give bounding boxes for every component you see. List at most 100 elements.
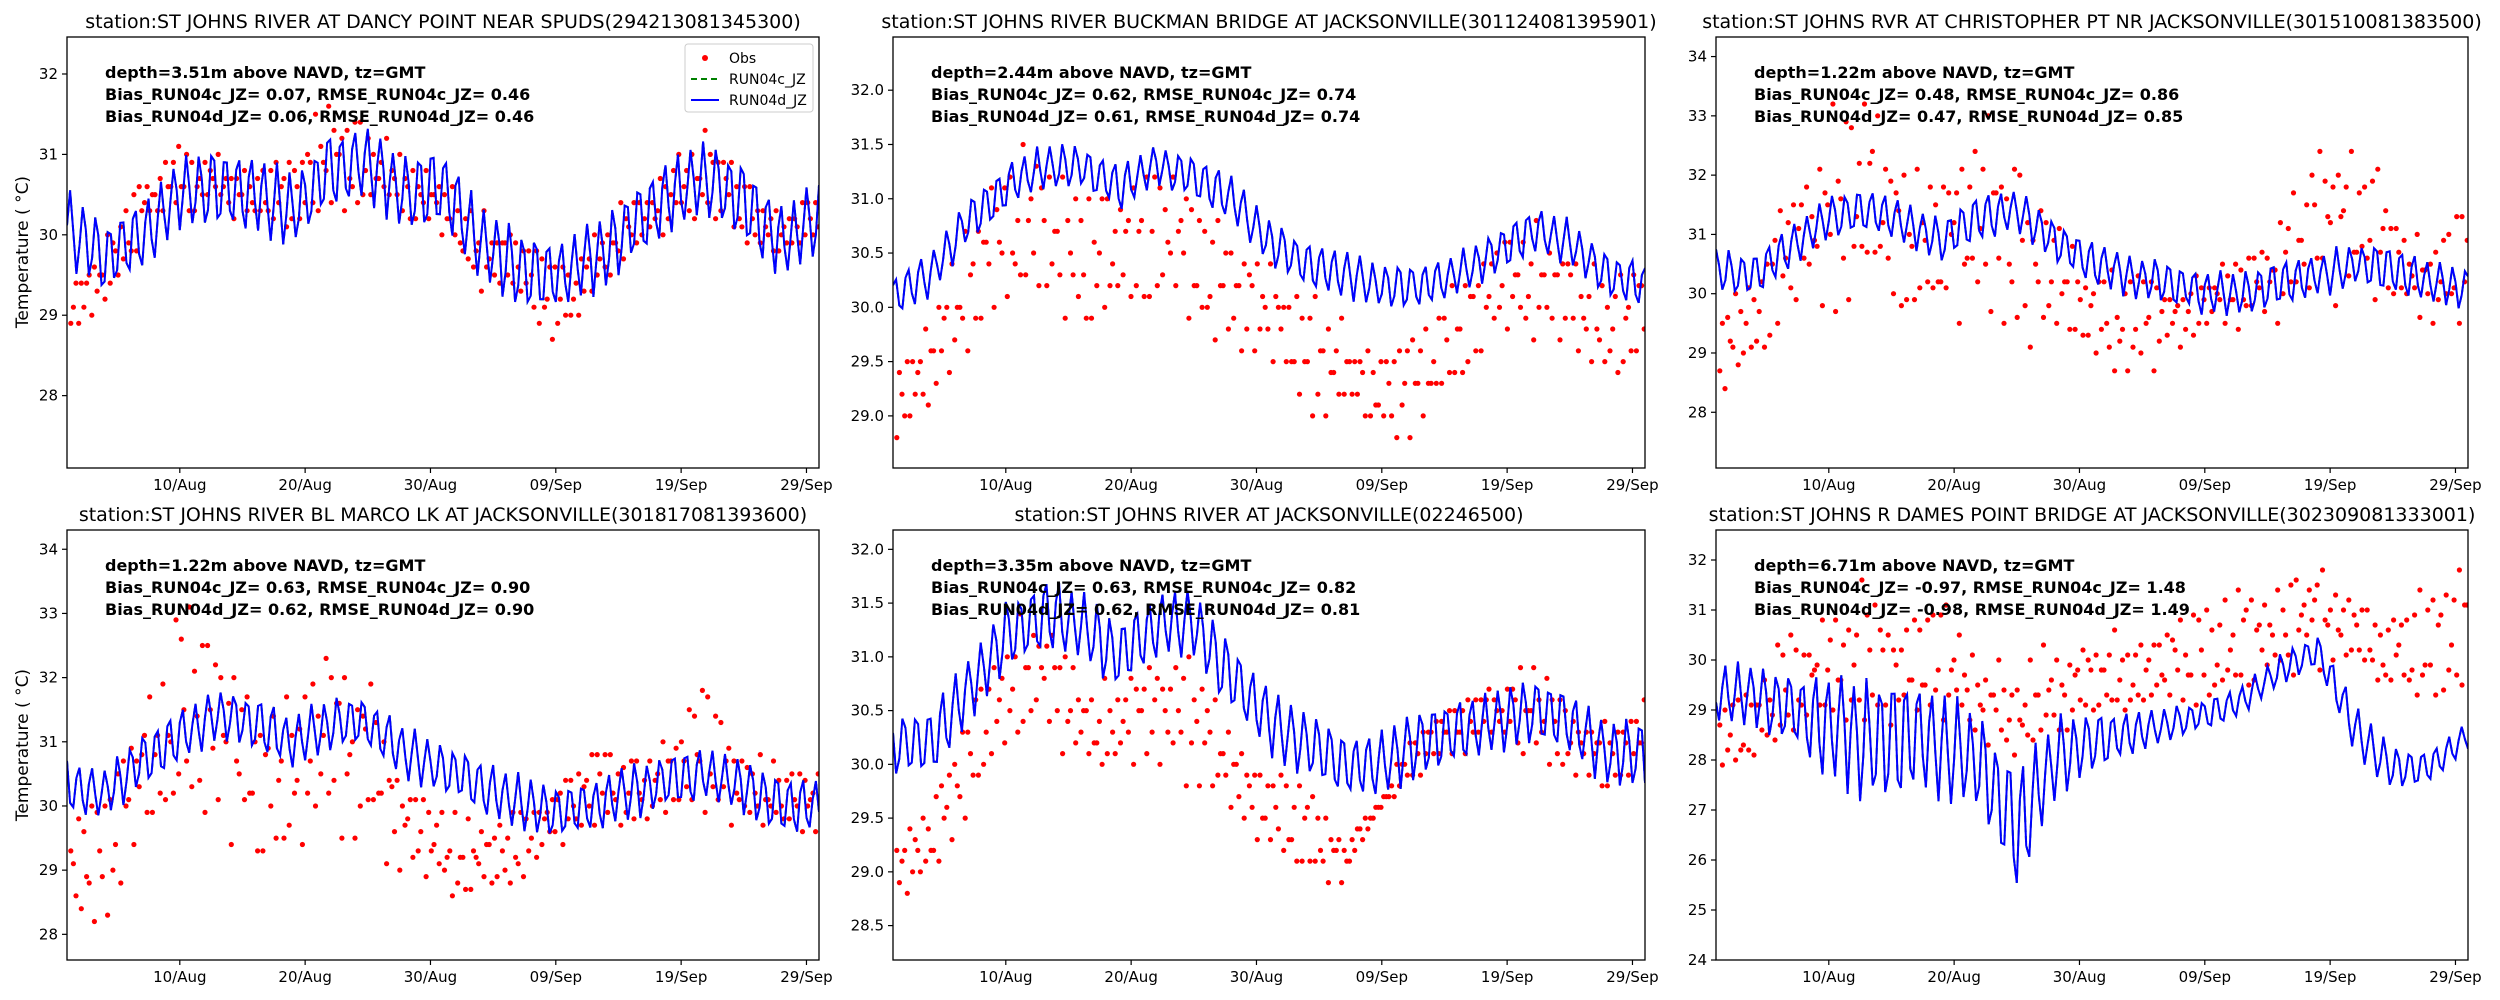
x-tick-label: 20/Aug bbox=[1927, 476, 1980, 494]
obs-point bbox=[718, 719, 724, 726]
obs-point bbox=[1725, 314, 1731, 320]
obs-point bbox=[1478, 697, 1484, 703]
obs-point bbox=[162, 159, 169, 165]
obs-point bbox=[1375, 402, 1381, 408]
obs-point bbox=[1904, 627, 1910, 633]
obs-point bbox=[2372, 622, 2378, 628]
obs-point bbox=[1215, 772, 1221, 778]
obs-point bbox=[1528, 261, 1534, 267]
obs-point bbox=[1065, 217, 1071, 224]
obs-point bbox=[1391, 794, 1397, 800]
obs-point bbox=[1402, 380, 1408, 386]
obs-point bbox=[2077, 697, 2083, 703]
obs-point bbox=[1735, 697, 1741, 703]
obs-point bbox=[1436, 315, 1442, 321]
obs-point bbox=[1586, 293, 1592, 300]
obs-point bbox=[1065, 718, 1071, 725]
obs-point bbox=[391, 829, 398, 835]
obs-point bbox=[1357, 826, 1363, 832]
obs-point bbox=[2406, 261, 2412, 267]
obs-point bbox=[2093, 350, 2099, 356]
obs-point bbox=[2083, 702, 2089, 708]
obs-point bbox=[81, 304, 87, 310]
obs-point bbox=[1173, 283, 1179, 289]
obs-point bbox=[349, 739, 355, 745]
obs-point bbox=[2117, 338, 2123, 344]
obs-point bbox=[2464, 602, 2468, 608]
obs-point bbox=[2075, 279, 2081, 285]
obs-point bbox=[2298, 237, 2304, 243]
obs-point bbox=[376, 175, 382, 182]
chart-panel-5: 10/Aug 20/Aug 30/Aug 09/Sep 19/Sep 29/Sep 28.5… bbox=[851, 504, 1659, 986]
obs-point bbox=[2356, 190, 2362, 196]
obs-point bbox=[915, 369, 921, 376]
obs-point bbox=[147, 694, 153, 700]
obs-point bbox=[1094, 283, 1100, 289]
obs-point bbox=[170, 159, 176, 165]
obs-point bbox=[2456, 320, 2462, 326]
obs-point bbox=[1138, 708, 1145, 714]
obs-point bbox=[1743, 320, 1749, 326]
obs-point bbox=[428, 848, 434, 854]
obs-point bbox=[81, 829, 87, 835]
obs-point bbox=[1389, 783, 1395, 789]
obs-point bbox=[126, 240, 132, 246]
obs-point bbox=[413, 797, 419, 803]
obs-point bbox=[481, 874, 487, 880]
y-tick-label: 29 bbox=[39, 306, 58, 324]
y-tick-label: 32 bbox=[1688, 551, 1707, 569]
obs-point bbox=[726, 745, 732, 751]
obs-point bbox=[452, 232, 458, 238]
obs-point bbox=[1811, 667, 1818, 673]
obs-point bbox=[1417, 772, 1424, 778]
obs-point bbox=[299, 159, 305, 165]
obs-point bbox=[1885, 632, 1891, 638]
obs-point bbox=[439, 232, 445, 238]
obs-point bbox=[2204, 607, 2210, 613]
obs-point bbox=[531, 304, 537, 310]
obs-point bbox=[215, 797, 221, 803]
obs-point bbox=[757, 752, 763, 758]
obs-point bbox=[1491, 315, 1497, 321]
obs-point bbox=[2106, 652, 2112, 658]
obs-point bbox=[141, 200, 148, 206]
y-tick-label: 29 bbox=[1688, 344, 1707, 362]
obs-point bbox=[455, 880, 461, 886]
obs-point bbox=[518, 288, 524, 294]
obs-point bbox=[1890, 647, 1897, 653]
obs-point bbox=[1827, 637, 1833, 643]
obs-point bbox=[1360, 369, 1366, 376]
obs-point bbox=[1128, 675, 1134, 681]
obs-point bbox=[1961, 261, 1968, 267]
obs-point bbox=[1062, 654, 1068, 660]
obs-point bbox=[1046, 718, 1052, 725]
obs-point bbox=[2133, 652, 2139, 658]
obs-point bbox=[355, 707, 361, 713]
obs-point bbox=[1346, 858, 1353, 864]
obs-point bbox=[1323, 413, 1329, 419]
obs-point bbox=[1607, 348, 1613, 354]
obs-point bbox=[1719, 762, 1725, 768]
obs-point bbox=[1067, 250, 1074, 256]
axes-frame bbox=[1715, 36, 2469, 469]
obs-point bbox=[436, 184, 442, 190]
obs-point bbox=[1396, 348, 1403, 354]
obs-point bbox=[1365, 826, 1371, 832]
x-tick-label: 30/Aug bbox=[404, 476, 457, 494]
obs-point bbox=[215, 151, 221, 157]
obs-point bbox=[799, 829, 806, 835]
obs-point bbox=[2167, 297, 2173, 303]
obs-point bbox=[1057, 665, 1063, 671]
obs-point bbox=[965, 348, 971, 354]
obs-point bbox=[739, 224, 745, 230]
obs-point bbox=[2096, 702, 2102, 708]
obs-point bbox=[1439, 380, 1445, 386]
obs-point bbox=[1549, 315, 1555, 321]
obs-point bbox=[1956, 320, 1962, 326]
obs-point bbox=[2017, 172, 2023, 178]
obs-point bbox=[1049, 261, 1055, 267]
obs-point bbox=[2222, 320, 2228, 326]
obs-point bbox=[2425, 291, 2431, 297]
obs-point bbox=[699, 687, 706, 694]
y-tick-label: 30 bbox=[39, 226, 58, 244]
